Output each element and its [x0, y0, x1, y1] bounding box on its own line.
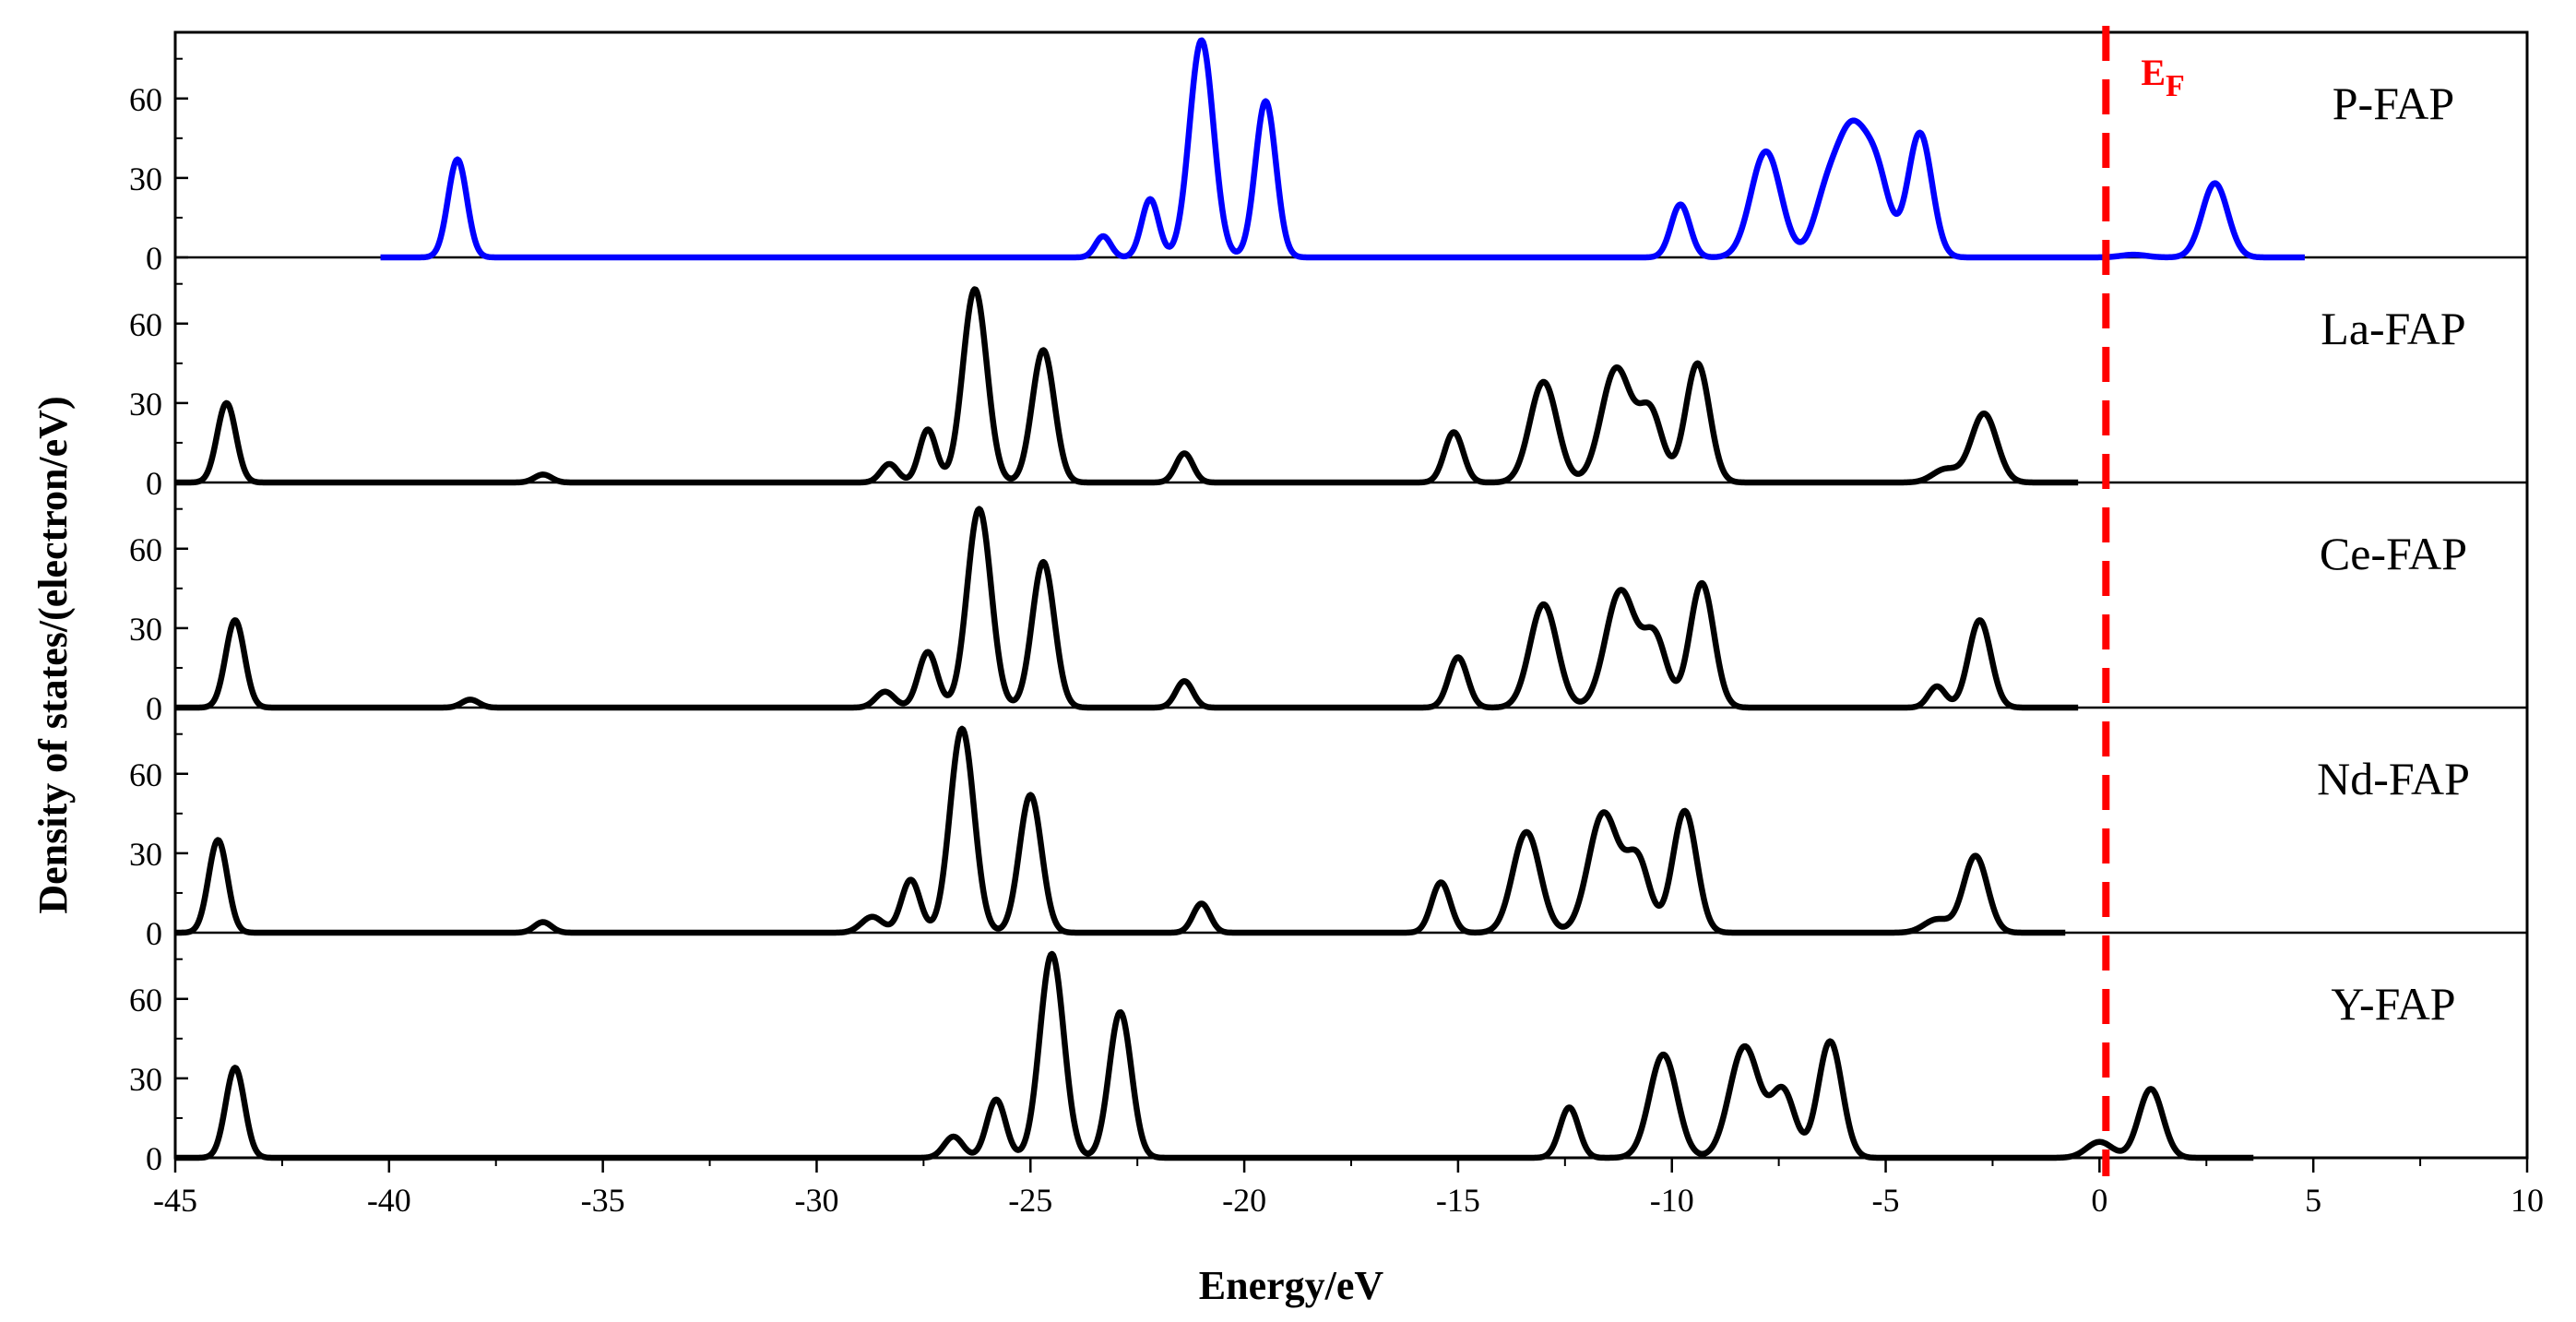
- x-tick-label: -5: [1872, 1182, 1900, 1219]
- y-axis-title: Density of states/(electron/eV): [30, 396, 76, 913]
- y-tick-label: 30: [129, 1061, 162, 1098]
- x-tick-label: -25: [1008, 1182, 1052, 1219]
- panel-ce-fap: 0 30 60 Ce-FAP: [129, 506, 2527, 727]
- panel-label-y-fap: Y-FAP: [2331, 978, 2455, 1030]
- panel-p-fap: 0 30 60 P-FAP: [129, 37, 2527, 277]
- y-tick-label: 60: [129, 982, 162, 1018]
- y-tick-label: 0: [146, 465, 162, 502]
- x-tick-label: -35: [581, 1182, 625, 1219]
- y-tick-label: 30: [129, 386, 162, 423]
- y-tick-label: 0: [146, 1140, 162, 1177]
- x-tick-label: 0: [2091, 1182, 2107, 1219]
- x-tick-label: -20: [1222, 1182, 1266, 1219]
- y-tick-label: 0: [146, 240, 162, 277]
- fermi-label-main: E: [2141, 52, 2166, 93]
- series-line-y-fap: [173, 950, 2256, 1161]
- panel-label-p-fap: P-FAP: [2333, 77, 2454, 129]
- series-line-p-fap: [378, 37, 2307, 261]
- series-line-nd-fap: [173, 725, 2068, 936]
- panel-label-ce-fap: Ce-FAP: [2320, 528, 2467, 579]
- panel-label-la-fap: La-FAP: [2321, 303, 2465, 354]
- panel-y-fap: 0 30 60 Y-FAP: [129, 950, 2527, 1177]
- fermi-label-subscript: F: [2166, 69, 2185, 103]
- y-tick-label: 30: [129, 836, 162, 873]
- plot-border: [173, 30, 2529, 1160]
- y-tick-label: 30: [129, 611, 162, 648]
- x-axis-title: Energy/eV: [1199, 1263, 1384, 1308]
- y-tick-label: 0: [146, 690, 162, 727]
- x-tick-label: -10: [1650, 1182, 1694, 1219]
- y-tick-label: 60: [129, 756, 162, 793]
- x-tick-label: -40: [367, 1182, 411, 1219]
- y-tick-label: 30: [129, 161, 162, 197]
- fermi-level-label: EF: [2141, 52, 2184, 103]
- y-tick-label: 0: [146, 915, 162, 952]
- y-tick-label: 60: [129, 81, 162, 118]
- x-tick-label: 10: [2511, 1182, 2544, 1219]
- series-line-la-fap: [173, 286, 2081, 486]
- x-axis: -45 -40 -35 -30 -25 -20 -15 -10 -5 0 5 10: [153, 1158, 2544, 1219]
- panel-label-nd-fap: Nd-FAP: [2317, 753, 2470, 804]
- panel-la-fap: 0 30 60 La-FAP: [129, 282, 2527, 502]
- x-tick-label: 5: [2305, 1182, 2321, 1219]
- y-tick-label: 60: [129, 531, 162, 568]
- series-line-ce-fap: [173, 506, 2081, 711]
- x-tick-label: -15: [1436, 1182, 1480, 1219]
- x-tick-label: -45: [153, 1182, 197, 1219]
- x-tick-label: -30: [794, 1182, 838, 1219]
- panel-nd-fap: 0 30 60 Nd-FAP: [129, 725, 2527, 952]
- panels-group: 0 30 60 P-FAP 0 30 60 La-FAP 0 30 60 Ce-FAP 0 30 60 Nd-…: [129, 37, 2527, 1177]
- y-tick-label: 60: [129, 306, 162, 343]
- plot-frame: [173, 30, 2529, 1160]
